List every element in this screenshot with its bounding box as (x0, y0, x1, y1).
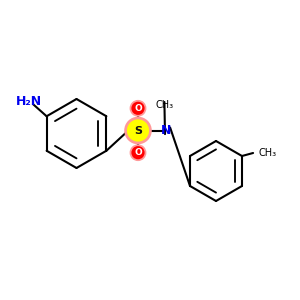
Text: O: O (134, 148, 142, 157)
Text: CH₃: CH₃ (155, 100, 173, 110)
Circle shape (131, 146, 145, 159)
Text: S: S (134, 125, 142, 136)
Text: CH₃: CH₃ (259, 148, 277, 158)
Text: H₂N: H₂N (16, 95, 42, 108)
Circle shape (131, 102, 145, 115)
Circle shape (130, 100, 146, 117)
Circle shape (124, 117, 152, 144)
Text: N: N (161, 124, 172, 137)
Text: O: O (134, 104, 142, 113)
Circle shape (130, 144, 146, 161)
Circle shape (127, 119, 149, 142)
